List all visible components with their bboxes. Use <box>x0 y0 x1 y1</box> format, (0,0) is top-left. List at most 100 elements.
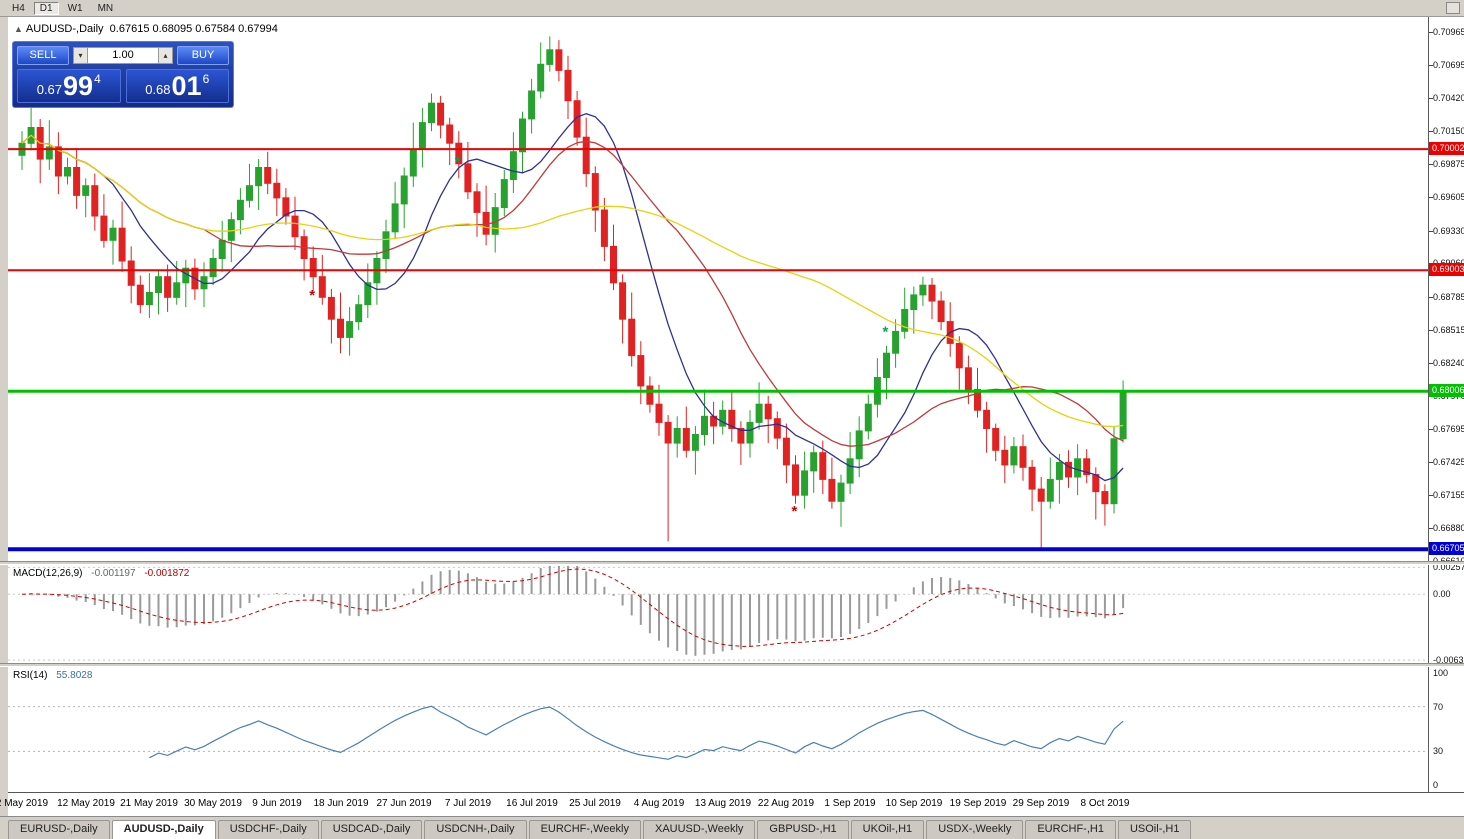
date-tick-label: 4 Aug 2019 <box>633 798 685 809</box>
hline-price-label: 0.69003 <box>1429 263 1464 276</box>
ask-price-display[interactable]: 0.68 01 6 <box>125 69 229 103</box>
date-tick-label: 13 Aug 2019 <box>694 798 752 809</box>
chart-tab-xauusd-weekly[interactable]: XAUUSD-,Weekly <box>642 820 756 839</box>
hline-price-label: 0.68006 <box>1429 384 1464 397</box>
chart-tab-usdcnh-daily[interactable]: USDCNH-,Daily <box>424 820 527 839</box>
chart-tab-usdcad-daily[interactable]: USDCAD-,Daily <box>320 820 423 839</box>
date-tick-label: 2 May 2019 <box>0 798 49 809</box>
chart-tab-usdchf-daily[interactable]: USDCHF-,Daily <box>217 820 319 839</box>
macd-signal-value: -0.001872 <box>144 568 190 579</box>
price-tick-label: 0.68785 <box>1433 292 1464 302</box>
price-tickmark <box>1429 495 1433 496</box>
macd-tick-label: -0.006326 <box>1433 655 1464 663</box>
volume-increment-button[interactable]: ▴ <box>158 47 173 64</box>
chart-tab-audusd-daily[interactable]: AUDUSD-,Daily <box>111 820 216 839</box>
timeframe-button-w1[interactable]: W1 <box>67 2 83 14</box>
rsi-axis[interactable]: 100 70 30 0 <box>1428 667 1464 792</box>
timeframe-button-d1[interactable]: D1 <box>33 1 59 15</box>
ask-price-prefix: 0.68 <box>145 82 171 97</box>
price-chart[interactable]: * * * * ▲ AUDUSD-,Daily 0.67615 0.68095 0.67… <box>8 17 1428 561</box>
rsi-name: RSI(14) <box>13 670 48 681</box>
date-tick-label: 12 May 2019 <box>57 798 115 809</box>
price-tick-label: 0.68515 <box>1433 325 1464 335</box>
rsi-panel[interactable]: RSI(14) 55.8028 <box>8 667 1428 792</box>
chart-title: ▲ AUDUSD-,Daily 0.67615 0.68095 0.67584 0… <box>14 23 278 35</box>
hline-price-label: 0.70002 <box>1429 142 1464 155</box>
bid-price-display[interactable]: 0.67 99 4 <box>17 69 121 103</box>
bid-price-prefix: 0.67 <box>36 82 63 97</box>
price-tickmark <box>1429 429 1433 430</box>
price-tick-label: 0.67155 <box>1433 490 1464 500</box>
ask-price-big: 01 <box>171 71 202 101</box>
date-tick-label: 25 Jul 2019 <box>569 798 621 809</box>
chart-tab-bar: EURUSD-,Daily AUDUSD-,Daily USDCHF-,Daily U… <box>0 816 1464 839</box>
price-tick-label: 0.66610 <box>1433 556 1464 561</box>
price-tickmark <box>1429 363 1433 364</box>
price-tick-label: 0.67695 <box>1433 424 1464 434</box>
date-tick-label: 10 Sep 2019 <box>885 798 943 809</box>
chart-tab-eurchf-h1[interactable]: EURCHF-,H1 <box>1025 820 1116 839</box>
rsi-plot[interactable] <box>8 667 1428 792</box>
macd-panel[interactable]: MACD(12,26,9) -0.001197 -0.001872 <box>8 565 1428 663</box>
volume-decrement-button[interactable]: ▾ <box>73 47 88 64</box>
svg-text:*: * <box>883 323 889 340</box>
volume-input[interactable]: 1.00 <box>88 47 158 64</box>
date-tick-label: 19 Sep 2019 <box>949 798 1007 809</box>
timeframe-button-h4[interactable]: H4 <box>12 2 25 14</box>
sell-button[interactable]: SELL <box>17 46 69 65</box>
macd-label: MACD(12,26,9) -0.001197 -0.001872 <box>13 568 189 579</box>
rsi-tick-label: 0 <box>1433 780 1439 790</box>
panel-splitter[interactable] <box>0 561 1464 565</box>
chart-ohlc-values: 0.67615 0.68095 0.67584 0.67994 <box>109 23 278 35</box>
date-tick-label: 29 Sep 2019 <box>1012 798 1070 809</box>
price-tick-label: 0.70965 <box>1433 27 1464 37</box>
price-tick-label: 0.69330 <box>1433 226 1464 236</box>
chart-tab-usdx-weekly[interactable]: USDX-,Weekly <box>926 820 1024 839</box>
candlestick-plot[interactable]: * * * * <box>8 17 1428 561</box>
macd-name: MACD(12,26,9) <box>13 568 83 579</box>
date-tick-label: 18 Jun 2019 <box>313 798 369 809</box>
svg-text:*: * <box>792 503 798 520</box>
price-axis[interactable]: 0.70965 0.70695 0.70420 0.70150 0.69875 0.696… <box>1428 17 1464 561</box>
svg-text:*: * <box>309 287 315 304</box>
price-tick-label: 0.69875 <box>1433 159 1464 169</box>
bid-price-pip: 4 <box>94 72 101 86</box>
price-tick-label: 0.68240 <box>1433 358 1464 368</box>
date-tick-label: 30 May 2019 <box>184 798 242 809</box>
date-tick-label: 22 Aug 2019 <box>757 798 815 809</box>
rsi-tick-label: 70 <box>1433 702 1444 712</box>
macd-plot[interactable] <box>8 565 1428 663</box>
date-tick-label: 21 May 2019 <box>120 798 178 809</box>
price-tickmark <box>1429 131 1433 132</box>
panel-splitter[interactable] <box>0 663 1464 667</box>
date-tick-label: 1 Sep 2019 <box>824 798 876 809</box>
chart-tab-gbpusd-h1[interactable]: GBPUSD-,H1 <box>757 820 849 839</box>
price-tick-label: 0.67425 <box>1433 457 1464 467</box>
chart-tab-usoil-h1[interactable]: USOil-,H1 <box>1117 820 1192 839</box>
oct-collapse-icon[interactable]: ▲ <box>14 24 23 34</box>
macd-axis[interactable]: 0.002574 0.00 -0.006326 <box>1428 565 1464 663</box>
chart-symbol-period: AUDUSD-,Daily <box>25 23 104 35</box>
toolbar-grip[interactable] <box>1446 2 1460 14</box>
price-tickmark <box>1429 462 1433 463</box>
price-tick-label: 0.69605 <box>1433 192 1464 202</box>
timeframe-button-mn[interactable]: MN <box>97 2 114 14</box>
price-tickmark <box>1429 98 1433 99</box>
rsi-tick-label: 100 <box>1433 668 1449 678</box>
chart-tab-eurusd-daily[interactable]: EURUSD-,Daily <box>8 820 110 839</box>
chart-tab-ukoil-h1[interactable]: UKOil-,H1 <box>850 820 925 839</box>
price-tickmark <box>1429 297 1433 298</box>
date-tick-label: 27 Jun 2019 <box>376 798 432 809</box>
macd-tick-label: 0.002574 <box>1433 565 1464 572</box>
svg-text:*: * <box>455 153 461 170</box>
ask-price-pip: 6 <box>202 72 210 86</box>
macd-tick-label: 0.00 <box>1433 589 1451 599</box>
time-axis[interactable]: 2 May 2019 12 May 2019 21 May 2019 30 May 2… <box>0 792 1464 816</box>
price-tick-label: 0.66880 <box>1433 523 1464 533</box>
price-tick-label: 0.70420 <box>1433 93 1464 103</box>
chart-tab-eurchf-weekly[interactable]: EURCHF-,Weekly <box>528 820 641 839</box>
price-tickmark <box>1429 330 1433 331</box>
price-tickmark <box>1429 197 1433 198</box>
rsi-tick-label: 30 <box>1433 746 1444 756</box>
buy-button[interactable]: BUY <box>177 46 229 65</box>
